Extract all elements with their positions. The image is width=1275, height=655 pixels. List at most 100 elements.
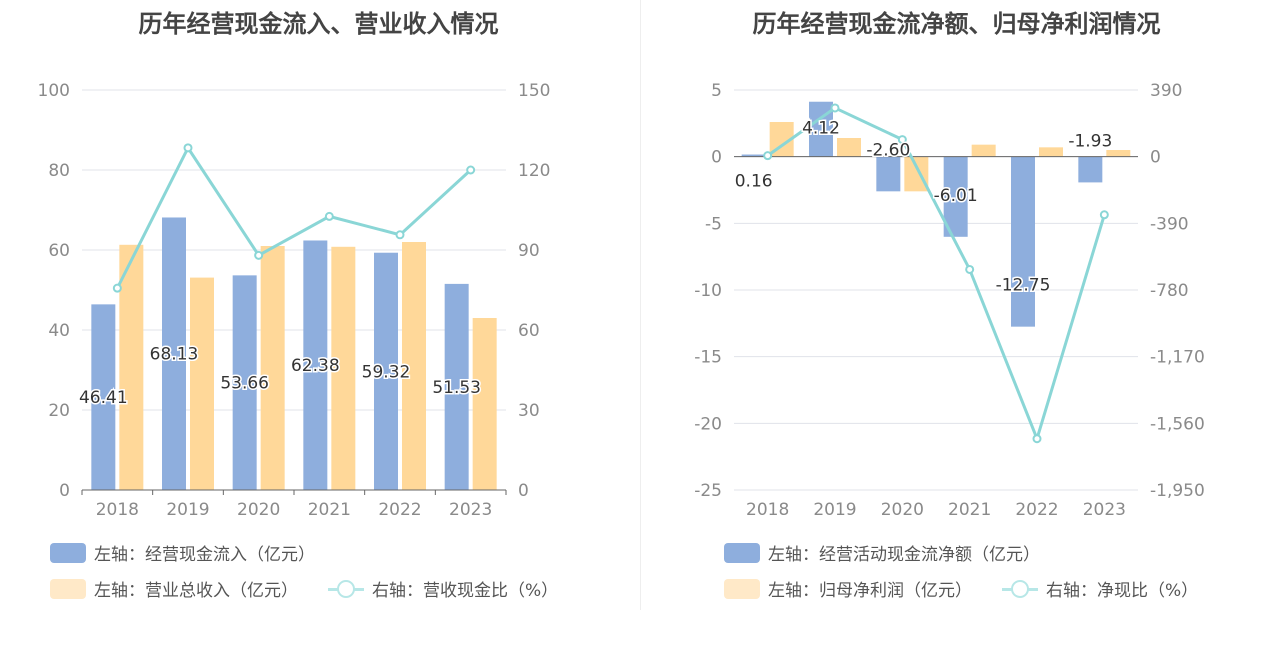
- left-axis-tick-label: -20: [694, 414, 722, 434]
- bar-primary: [162, 217, 186, 491]
- bar-data-label: -2.60: [866, 140, 910, 160]
- bar-secondary: [260, 246, 285, 490]
- bar-secondary: [971, 144, 996, 157]
- left-axis-tick-label: -25: [694, 481, 722, 501]
- right-axis-tick-label: 90: [518, 241, 540, 261]
- bar-primary: [303, 240, 328, 490]
- line-point: [830, 103, 840, 113]
- bar-secondary: [472, 318, 497, 490]
- chart-title: 历年经营现金流净额、归母净利润情况: [752, 10, 1161, 38]
- line-point: [466, 165, 476, 175]
- left-axis-tick-label: -5: [705, 214, 722, 234]
- line-point: [1099, 210, 1109, 220]
- x-axis-tick-label: 2021: [948, 500, 991, 520]
- bar-primary: [91, 304, 116, 490]
- line-point: [763, 151, 773, 161]
- left-axis-tick-label: 0: [711, 148, 722, 168]
- legend-line-marker-icon: [1002, 579, 1038, 599]
- bar-data-label: 59.32: [362, 362, 411, 382]
- legend-line-marker-icon: [328, 579, 364, 599]
- bar-primary: [1078, 156, 1103, 183]
- bar-data-label: -1.93: [1068, 131, 1112, 151]
- right-axis-tick-label: 0: [518, 481, 529, 501]
- legend-label: 左轴：营业总收入（亿元）: [94, 581, 298, 601]
- right-axis-tick-label: 150: [518, 81, 550, 101]
- x-axis-tick-label: 2023: [449, 500, 492, 520]
- legend-item-revenue-cash-ratio[interactable]: 右轴：营收现金比（%）: [328, 576, 558, 601]
- legend-label: 左轴：归母净利润（亿元）: [768, 581, 972, 601]
- legend-label: 左轴：经营活动现金流净额（亿元）: [768, 545, 1040, 565]
- right-axis-tick-label: 390: [1150, 81, 1182, 101]
- x-axis-tick-label: 2019: [166, 500, 209, 520]
- series-line: [766, 106, 1106, 444]
- left-axis-tick-label: 100: [38, 81, 70, 101]
- bar-secondary: [190, 277, 214, 490]
- line-point: [897, 135, 907, 145]
- bar-secondary: [837, 138, 861, 157]
- left-axis-tick-label: 20: [48, 401, 70, 421]
- left-axis-tick-label: 80: [48, 161, 70, 181]
- legend-item-net-operating-cash-flow[interactable]: 左轴：经营活动现金流净额（亿元）: [724, 540, 1040, 565]
- legend-item-cash-inflow[interactable]: 左轴：经营现金流入（亿元）: [50, 540, 315, 565]
- bar-primary: [943, 156, 968, 237]
- x-axis-tick-label: 2022: [1015, 500, 1058, 520]
- legend-swatch: [50, 542, 86, 563]
- right-axis-tick-label: 60: [518, 321, 540, 341]
- left-axis-tick-label: -10: [694, 281, 722, 301]
- line-point: [183, 143, 193, 153]
- line-point: [395, 230, 405, 240]
- left-axis-tick-label: 60: [48, 241, 70, 261]
- x-axis-tick-label: 2018: [96, 500, 139, 520]
- x-axis-tick-label: 2022: [378, 500, 421, 520]
- left-chart-panel: 历年经营现金流入、营业收入情况 0 20 40 60 80 100 0 30 60 90 120 15…: [0, 0, 637, 655]
- left-axis-tick-label: 0: [59, 481, 70, 501]
- left-axis-tick-label: 5: [711, 81, 722, 101]
- x-axis-tick-label: 2023: [1083, 500, 1126, 520]
- bar-data-label: 53.66: [220, 374, 269, 394]
- bar-primary: [741, 154, 766, 157]
- bar-secondary: [1039, 147, 1063, 157]
- legend-label: 右轴：营收现金比（%）: [372, 581, 559, 601]
- legend-swatch: [724, 578, 760, 599]
- bar-primary: [444, 283, 469, 490]
- right-axis-tick-label: -1,560: [1150, 414, 1205, 434]
- bar-data-label: 68.13: [150, 345, 199, 365]
- chart-title: 历年经营现金流入、营业收入情况: [138, 10, 499, 38]
- legend-item-net-cash-ratio[interactable]: 右轴：净现比（%）: [1002, 576, 1198, 601]
- bar-data-label: 4.12: [802, 119, 840, 139]
- legend-item-net-profit[interactable]: 左轴：归母净利润（亿元）: [724, 576, 972, 601]
- left-axis-tick-label: 40: [48, 321, 70, 341]
- left-axis-tick-label: -15: [694, 348, 722, 368]
- x-axis-tick-label: 2020: [237, 500, 280, 520]
- bar-secondary: [331, 246, 356, 490]
- bar-secondary: [1106, 150, 1131, 157]
- x-axis-tick-label: 2020: [881, 500, 924, 520]
- legend-item-revenue[interactable]: 左轴：营业总收入（亿元）: [50, 576, 298, 601]
- bar-primary: [374, 252, 398, 490]
- panel-divider: [640, 0, 641, 610]
- line-point: [965, 264, 975, 274]
- right-axis-tick-label: -780: [1150, 281, 1189, 301]
- series-line: [115, 144, 472, 289]
- bar-secondary: [119, 244, 144, 490]
- line-point: [324, 211, 334, 221]
- bar-data-label: -12.75: [996, 276, 1051, 296]
- bar-data-label: 0.16: [735, 172, 773, 192]
- bar-secondary: [402, 242, 426, 490]
- left-chart-plot: 0 20 40 60 80 100 0 30 60 90 120 150 2018 2019 2020 202…: [38, 81, 551, 520]
- right-axis-tick-label: -1,170: [1150, 348, 1205, 368]
- x-axis-tick-label: 2018: [746, 500, 789, 520]
- bar-primary: [876, 156, 901, 192]
- legend-label: 左轴：经营现金流入（亿元）: [94, 545, 315, 565]
- bar-data-label: 46.41: [79, 388, 128, 408]
- bar-primary: [232, 275, 257, 490]
- right-chart-panel: 历年经营现金流净额、归母净利润情况 -25 -20 -15 -10 -5 0 5 -1,950…: [638, 0, 1275, 655]
- bar-secondary: [904, 156, 929, 192]
- right-axis-tick-label: 30: [518, 401, 540, 421]
- bar-data-label: -6.01: [934, 186, 978, 206]
- right-axis-tick-label: 120: [518, 161, 550, 181]
- right-axis-tick-label: 0: [1150, 148, 1161, 168]
- legend-swatch: [50, 578, 86, 599]
- right-axis-tick-label: -1,950: [1150, 481, 1205, 501]
- bar-primary: [1011, 156, 1035, 327]
